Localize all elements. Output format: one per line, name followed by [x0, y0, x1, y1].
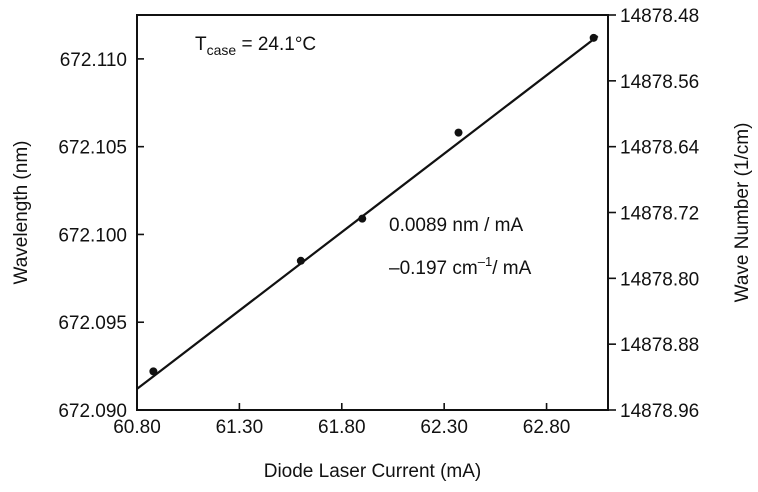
- x-tick-label: 60.80: [113, 417, 161, 438]
- temperature-symbol: T: [195, 34, 207, 55]
- y-tick-label: 672.105: [58, 138, 127, 159]
- y-tick-label: 672.095: [58, 313, 127, 334]
- x-tick-label: 62.30: [420, 417, 468, 438]
- x-axis-label: Diode Laser Current (mA): [264, 461, 482, 482]
- x-tick-label: 62.80: [523, 417, 571, 438]
- y2-tick-label: 14878.88: [620, 335, 699, 356]
- slope-cm-annotation: –0.197 cm–1/ mA: [389, 254, 532, 279]
- x-tick-label: 61.80: [318, 417, 366, 438]
- plot-frame: [136, 14, 609, 411]
- x-tick-label: 61.30: [216, 417, 264, 438]
- y-axis-label: Wavelength (nm): [11, 141, 32, 285]
- slope-cm-value: –0.197 cm: [389, 258, 478, 279]
- y-tick-label: 672.100: [58, 225, 127, 246]
- temperature-value: = 24.1°C: [236, 34, 316, 55]
- y2-tick-label: 14878.80: [620, 269, 699, 290]
- y2-axis-label: Wave Number (1/cm): [732, 123, 753, 303]
- slope-nm-annotation: 0.0089 nm / mA: [389, 215, 523, 236]
- data-point: [454, 128, 463, 137]
- labels-layer: 60.80 61.30 61.80 62.30 62.80 672.090 672.095 6…: [58, 6, 699, 438]
- ticks-layer: [136, 14, 616, 411]
- data-point: [296, 256, 305, 265]
- slope-cm-superscript: –1: [478, 254, 492, 269]
- y2-tick-label: 14878.72: [620, 204, 699, 225]
- data-point: [589, 33, 598, 42]
- y2-tick-label: 14878.48: [620, 6, 699, 27]
- y-tick-label: 672.110: [60, 50, 127, 71]
- temperature-annotation: Tcase = 24.1°C: [195, 34, 316, 58]
- fit-line: [136, 35, 599, 390]
- y2-tick-label: 14878.56: [620, 72, 699, 93]
- marks-layer: [136, 33, 599, 390]
- data-point: [149, 367, 158, 376]
- y-tick-label: 672.090: [58, 401, 127, 422]
- temperature-subscript: case: [207, 42, 237, 58]
- y2-tick-label: 14878.96: [620, 401, 699, 422]
- slope-cm-unit: / mA: [492, 258, 531, 279]
- data-point: [358, 214, 367, 223]
- y2-tick-label: 14878.64: [620, 138, 700, 159]
